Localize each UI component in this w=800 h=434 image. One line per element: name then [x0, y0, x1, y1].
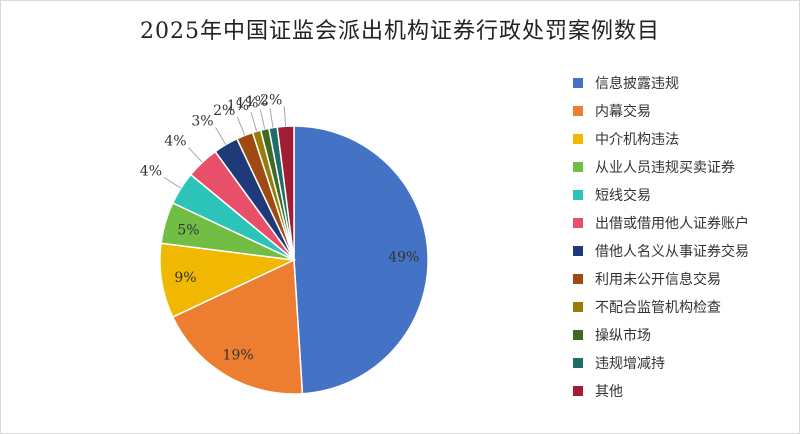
- legend-swatch: [573, 162, 583, 172]
- legend-swatch: [573, 330, 583, 340]
- pie-slice-1: [293, 125, 429, 395]
- legend-label: 其他: [595, 384, 623, 400]
- legend-label: 借他人名义从事证券交易: [595, 244, 749, 260]
- slice-data-label: 1%: [246, 94, 268, 110]
- legend-item: 不配合监管机构检查: [573, 293, 793, 321]
- legend-swatch: [573, 302, 583, 312]
- leader-line: [188, 147, 203, 163]
- leader-line: [163, 177, 182, 189]
- slice-data-label: 2%: [213, 103, 235, 119]
- legend-label: 信息披露违规: [595, 76, 679, 92]
- legend: 信息披露违规 内幕交易中介机构违法从业人员违规买卖证券 短线交易出借或借用他人证券账…: [573, 69, 793, 405]
- legend-item: 从业人员违规买卖证券: [573, 153, 793, 181]
- legend-label: 违规增减持: [595, 356, 665, 372]
- legend-swatch: [573, 386, 583, 396]
- pie-slice-2: [171, 258, 304, 395]
- legend-swatch: [573, 218, 583, 228]
- slice-data-label: 4%: [164, 134, 186, 150]
- legend-label: 中介机构违法: [595, 132, 679, 148]
- legend-swatch: [573, 134, 583, 144]
- legend-swatch: [573, 78, 583, 88]
- slice-data-label: 19%: [223, 348, 254, 364]
- legend-item: 其他: [573, 377, 793, 405]
- legend-item: 信息披露违规: [573, 69, 793, 97]
- leader-line: [215, 127, 227, 145]
- legend-label: 短线交易: [595, 188, 651, 204]
- legend-swatch: [573, 190, 583, 200]
- legend-swatch: [573, 274, 583, 284]
- leader-line: [283, 106, 287, 127]
- slice-data-label: 4%: [140, 164, 162, 180]
- legend-item: 违规增减持: [573, 349, 793, 377]
- legend-label: 利用未公开信息交易: [595, 272, 721, 288]
- legend-item: 操纵市场: [573, 321, 793, 349]
- legend-label: 操纵市场: [595, 328, 651, 344]
- legend-item: 短线交易: [573, 181, 793, 209]
- leader-line: [250, 111, 258, 132]
- slice-data-label: 1%: [227, 98, 249, 114]
- legend-swatch: [573, 106, 583, 116]
- slice-data-label: 49%: [388, 250, 419, 266]
- legend-swatch: [573, 246, 583, 256]
- leader-line: [236, 116, 246, 136]
- legend-label: 内幕交易: [595, 104, 651, 120]
- leader-line: [269, 107, 274, 128]
- legend-item: 内幕交易: [573, 97, 793, 125]
- legend-label: 从业人员违规买卖证券: [595, 160, 735, 176]
- slice-data-label: 5%: [177, 222, 199, 238]
- slice-data-label: 1%: [236, 96, 258, 112]
- legend-label: 出借或借用他人证券账户: [595, 216, 749, 232]
- chart-title: 2025年中国证监会派出机构证券行政处罚案例数目: [140, 19, 660, 44]
- legend-item: 中介机构违法: [573, 125, 793, 153]
- legend-item: 借他人名义从事证券交易: [573, 237, 793, 265]
- slice-data-label: 2%: [260, 92, 282, 108]
- legend-item: 出借或借用他人证券账户: [573, 209, 793, 237]
- legend-item: 利用未公开信息交易: [573, 265, 793, 293]
- slice-data-label: 9%: [174, 270, 196, 286]
- legend-label: 不配合监管机构检查: [595, 300, 721, 316]
- slice-data-label: 3%: [191, 113, 213, 129]
- leader-line: [259, 109, 266, 130]
- legend-swatch: [573, 358, 583, 368]
